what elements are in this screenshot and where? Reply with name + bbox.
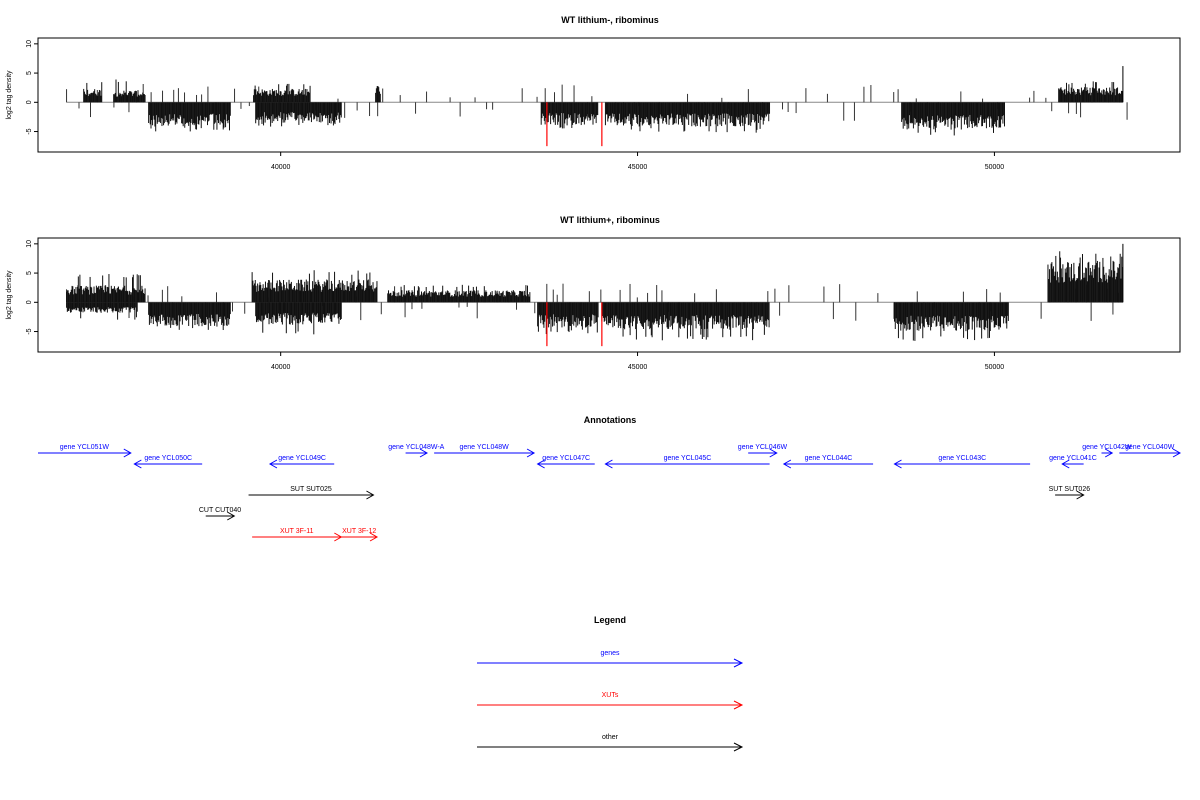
axis-ticks: -5 0 5 10 40000 45000 50000 xyxy=(26,40,1004,171)
annotation-feature: gene YCL044C xyxy=(782,455,874,469)
legend-label: genes xyxy=(600,650,620,657)
feature-list: gene YCL051W gene YCL050C gene YCL049C gene… xyxy=(38,444,1182,542)
arrow-head xyxy=(769,448,778,458)
feature-label: gene YCL040W xyxy=(1125,444,1175,451)
feature-label: gene YCL041C xyxy=(1049,455,1097,462)
plot-frame xyxy=(37,237,1181,353)
arrow-head xyxy=(268,459,278,469)
y-tick-label: 5 xyxy=(26,271,33,275)
annotation-feature: SUT SUT025 xyxy=(248,486,375,500)
feature-label: CUT CUT040 xyxy=(199,507,241,514)
legend-arrow xyxy=(733,700,744,710)
arrow-head xyxy=(227,511,236,521)
track-panel-lithium-plus: WT lithium+, ribominus log2 tag density … xyxy=(6,215,1181,371)
annotation-feature: gene YCL047C xyxy=(536,455,595,469)
annotation-feature: gene YCL048W-A xyxy=(388,444,445,458)
arrow-head xyxy=(366,490,375,500)
legend-arrow xyxy=(733,658,744,668)
arrow-head xyxy=(893,459,902,469)
y-tick-label: 0 xyxy=(26,100,33,104)
legend-item: other xyxy=(477,734,744,752)
x-tick-label: 45000 xyxy=(628,164,648,171)
feature-label: gene YCL048W-A xyxy=(388,444,444,451)
y-tick-label: 10 xyxy=(26,240,33,248)
arrow-head xyxy=(1061,459,1070,469)
y-axis-label: log2 tag density xyxy=(6,270,13,320)
feature-label: gene YCL046W xyxy=(738,444,788,451)
arrow-head xyxy=(536,459,545,469)
annotation-feature: CUT CUT040 xyxy=(199,507,241,521)
feature-label: gene YCL047C xyxy=(542,455,590,462)
track-panel-lithium-minus: WT lithium-, ribominus log2 tag density … xyxy=(6,15,1181,171)
panel-title: WT lithium+, ribominus xyxy=(560,215,660,225)
y-tick-label: -5 xyxy=(26,328,33,334)
arrow-head xyxy=(419,448,429,458)
annotations-title: Annotations xyxy=(584,415,637,425)
annotation-feature: gene YCL051W xyxy=(38,444,132,458)
feature-label: gene YCL044C xyxy=(805,455,853,462)
signal-bars xyxy=(66,66,1128,136)
x-tick-label: 50000 xyxy=(985,364,1005,371)
feature-label: gene YCL050C xyxy=(144,455,192,462)
axis-ticks: -5 0 5 10 40000 45000 50000 xyxy=(26,240,1004,371)
annotation-feature: gene YCL041C xyxy=(1049,455,1097,469)
legend-item: genes xyxy=(477,650,744,668)
legend-label: other xyxy=(602,734,619,741)
feature-label: SUT SUT026 xyxy=(1049,486,1091,493)
x-tick-label: 40000 xyxy=(271,164,291,171)
panel-title: WT lithium-, ribominus xyxy=(561,15,659,25)
legend-item: XUTs xyxy=(477,692,744,710)
x-tick-label: 40000 xyxy=(271,364,291,371)
y-tick-label: -5 xyxy=(26,128,33,134)
y-tick-label: 10 xyxy=(26,40,33,48)
feature-label: SUT SUT025 xyxy=(290,486,332,493)
highlight-bars xyxy=(546,302,603,347)
feature-label: XUT 3F-12 xyxy=(342,528,376,535)
annotation-feature: gene YCL049C xyxy=(268,455,335,469)
arrow-head xyxy=(526,448,536,458)
arrow-head xyxy=(1104,448,1114,458)
plot-frame xyxy=(37,37,1181,153)
feature-label: XUT 3F-11 xyxy=(280,528,314,535)
annotation-feature: XUT 3F-11 xyxy=(252,528,343,542)
x-tick-label: 50000 xyxy=(985,164,1005,171)
y-axis-label: log2 tag density xyxy=(6,70,13,120)
feature-label: gene YCL049C xyxy=(278,455,326,462)
annotation-feature: gene YCL048W xyxy=(434,444,536,458)
annotation-feature: gene YCL046W xyxy=(738,444,788,458)
arrow-head xyxy=(123,448,132,458)
legend-label: XUTs xyxy=(602,692,619,699)
annotation-feature: XUT 3F-12 xyxy=(341,528,379,542)
arrow-head xyxy=(133,459,142,469)
y-tick-label: 0 xyxy=(26,300,33,304)
annotation-feature: gene YCL050C xyxy=(133,455,203,469)
legend-items: genes XUTs other xyxy=(477,650,744,752)
feature-label: gene YCL042W xyxy=(1082,444,1132,451)
arrow-head xyxy=(1172,448,1182,458)
legend-arrow xyxy=(733,742,744,752)
arrow-head xyxy=(369,532,379,542)
legend-title: Legend xyxy=(594,615,626,625)
feature-label: gene YCL043C xyxy=(938,455,986,462)
annotation-feature: gene YCL040W xyxy=(1119,444,1182,458)
signal-bars xyxy=(66,243,1124,341)
feature-label: gene YCL045C xyxy=(664,455,712,462)
annotation-feature: SUT SUT026 xyxy=(1049,486,1091,500)
feature-label: gene YCL051W xyxy=(60,444,110,451)
annotation-feature: gene YCL045C xyxy=(604,455,770,469)
arrow-head xyxy=(604,459,613,469)
annotation-feature: gene YCL043C xyxy=(893,455,1031,469)
feature-label: gene YCL048W xyxy=(459,444,509,451)
annotation-feature: gene YCL042W xyxy=(1082,444,1132,458)
y-tick-label: 5 xyxy=(26,71,33,75)
highlight-bars xyxy=(546,102,603,147)
legend: Legend genes XUTs other xyxy=(477,615,744,752)
arrow-head xyxy=(782,459,792,469)
arrow-head xyxy=(1076,490,1085,500)
x-tick-label: 45000 xyxy=(628,364,648,371)
